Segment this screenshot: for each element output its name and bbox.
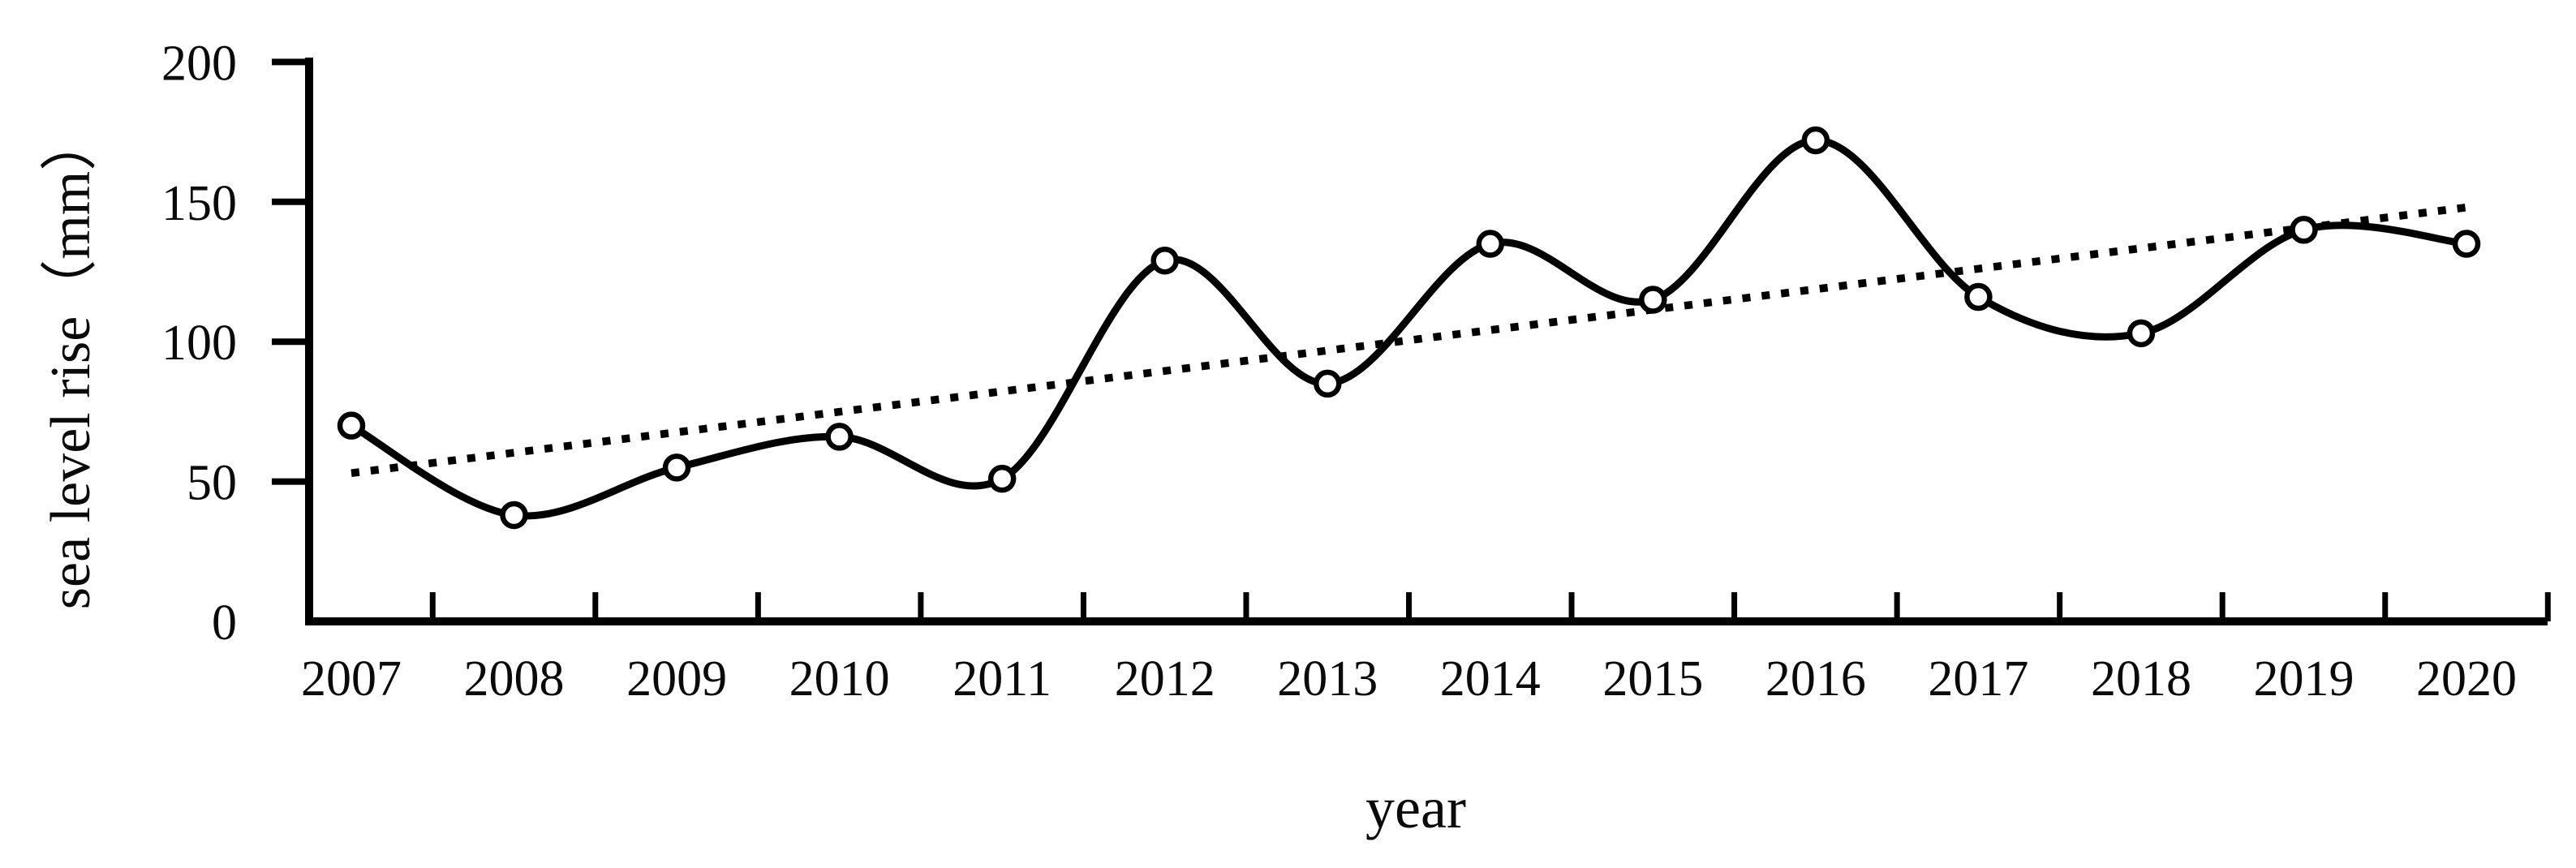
data-point-2013 xyxy=(1313,369,1342,398)
x-tick-label-2019: 2019 xyxy=(2253,651,2354,707)
y-tick-label-50: 50 xyxy=(187,456,237,511)
x-tick-label-2012: 2012 xyxy=(1115,651,1215,707)
trend-line-group xyxy=(350,203,2467,477)
x-tick-label-2011: 2011 xyxy=(953,651,1051,707)
data-point-2020 xyxy=(2452,230,2481,258)
data-point-2009 xyxy=(662,453,691,482)
data-point-2007 xyxy=(337,411,366,440)
x-tick-label-2008: 2008 xyxy=(464,651,565,707)
axes-group xyxy=(272,58,2551,625)
x-tick-label-2007: 2007 xyxy=(301,651,402,707)
x-tick-label-2013: 2013 xyxy=(1277,651,1378,707)
x-tick-label-2014: 2014 xyxy=(1440,651,1541,707)
x-axis-title: year xyxy=(1365,776,1466,840)
data-point-markers xyxy=(337,126,2481,530)
y-tick-label-150: 150 xyxy=(161,176,237,231)
x-tick-label-2010: 2010 xyxy=(789,651,890,707)
x-tick-label-2018: 2018 xyxy=(2091,651,2191,707)
x-tick-label-2017: 2017 xyxy=(1928,651,2028,707)
y-tick-labels: 0 50 100 150 200 xyxy=(161,36,237,651)
data-point-2018 xyxy=(2127,319,2156,348)
trend-line xyxy=(350,203,2467,477)
data-series-group xyxy=(347,136,2471,520)
data-point-2017 xyxy=(1964,282,1993,312)
data-point-2008 xyxy=(500,501,528,530)
x-tick-labels: 2007 2008 2009 2010 2011 2012 2013 2014 2015 2016… xyxy=(301,651,2517,707)
data-point-2019 xyxy=(2290,216,2318,244)
x-tick-label-2020: 2020 xyxy=(2416,651,2517,707)
x-tick-label-2009: 2009 xyxy=(626,651,727,707)
data-point-2014 xyxy=(1476,230,1505,258)
sea-level-series-line xyxy=(347,136,2471,520)
data-point-2010 xyxy=(825,423,854,451)
data-point-2011 xyxy=(987,464,1017,493)
data-point-2016 xyxy=(1801,126,1830,155)
y-tick-label-100: 100 xyxy=(161,316,237,371)
data-point-2012 xyxy=(1150,246,1179,275)
x-tick-label-2015: 2015 xyxy=(1602,651,1703,707)
data-point-2015 xyxy=(1639,286,1667,314)
x-tick-label-2016: 2016 xyxy=(1765,651,1866,707)
y-tick-label-0: 0 xyxy=(212,595,237,651)
y-tick-label-200: 200 xyxy=(161,36,237,91)
y-axis-title: sea level rise（mm） xyxy=(40,114,102,609)
